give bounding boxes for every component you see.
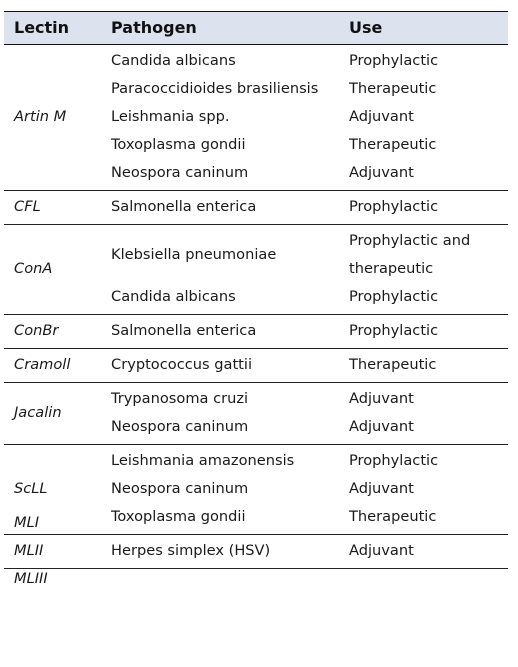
- use-cell: therapeutic: [349, 260, 434, 277]
- use-cell: Adjuvant: [349, 390, 414, 407]
- lectin-name: Cramoll: [14, 356, 71, 373]
- use-cell: Therapeutic: [349, 508, 437, 525]
- use-cell: Adjuvant: [349, 108, 414, 125]
- use-cell: Therapeutic: [349, 80, 437, 97]
- row-divider: [4, 190, 508, 191]
- lectin-name: CFL: [14, 198, 41, 215]
- pathogen-cell: Salmonella enterica: [111, 198, 257, 215]
- pathogen-cell: Neospora caninum: [111, 418, 249, 435]
- lectin-name: ConBr: [14, 322, 59, 339]
- lectin-name: MLII: [14, 542, 44, 559]
- pathogen-cell: Leishmania spp.: [111, 108, 230, 125]
- row-divider: [4, 534, 508, 535]
- use-cell: Adjuvant: [349, 480, 414, 497]
- lectin-name: Jacalin: [14, 404, 62, 421]
- use-cell: Prophylactic: [349, 198, 439, 215]
- lectin-name: ScLL: [14, 480, 48, 497]
- pathogen-cell: Neospora caninum: [111, 164, 249, 181]
- row-divider: [4, 224, 508, 225]
- use-cell: Prophylactic: [349, 322, 439, 339]
- use-cell: Adjuvant: [349, 542, 414, 559]
- pathogen-cell: Candida albicans: [111, 288, 236, 305]
- lectin-name: MLIII: [14, 570, 48, 587]
- table-header: Lectin Pathogen Use: [4, 11, 508, 45]
- pathogen-cell: Klebsiella pneumoniae: [111, 246, 277, 263]
- pathogen-cell: Salmonella enterica: [111, 322, 257, 339]
- header-lectin: Lectin: [14, 18, 70, 37]
- use-cell: Prophylactic: [349, 288, 439, 305]
- use-cell: Prophylactic and: [349, 232, 471, 249]
- use-cell: Adjuvant: [349, 164, 414, 181]
- pathogen-cell: Toxoplasma gondii: [111, 508, 246, 525]
- lectin-name: ConA: [14, 260, 53, 277]
- pathogen-cell: Candida albicans: [111, 52, 236, 69]
- use-cell: Adjuvant: [349, 418, 414, 435]
- pathogen-cell: Herpes simplex (HSV): [111, 542, 271, 559]
- row-divider: [4, 348, 508, 349]
- use-cell: Prophylactic: [349, 52, 439, 69]
- pathogen-cell: Leishmania amazonensis: [111, 452, 295, 469]
- pathogen-cell: Paracoccidioides brasiliensis: [111, 80, 319, 97]
- header-use: Use: [349, 18, 383, 37]
- pathogen-cell: Trypanosoma cruzi: [111, 390, 249, 407]
- use-cell: Therapeutic: [349, 356, 437, 373]
- header-pathogen: Pathogen: [111, 18, 197, 37]
- pathogen-cell: Toxoplasma gondii: [111, 136, 246, 153]
- row-divider: [4, 444, 508, 445]
- pathogen-cell: Neospora caninum: [111, 480, 249, 497]
- use-cell: Prophylactic: [349, 452, 439, 469]
- lectin-name: MLI: [14, 514, 40, 531]
- row-divider: [4, 314, 508, 315]
- pathogen-cell: Cryptococcus gattii: [111, 356, 252, 373]
- use-cell: Therapeutic: [349, 136, 437, 153]
- row-divider: [4, 568, 508, 569]
- lectin-name: Artin M: [14, 108, 67, 125]
- row-divider: [4, 382, 508, 383]
